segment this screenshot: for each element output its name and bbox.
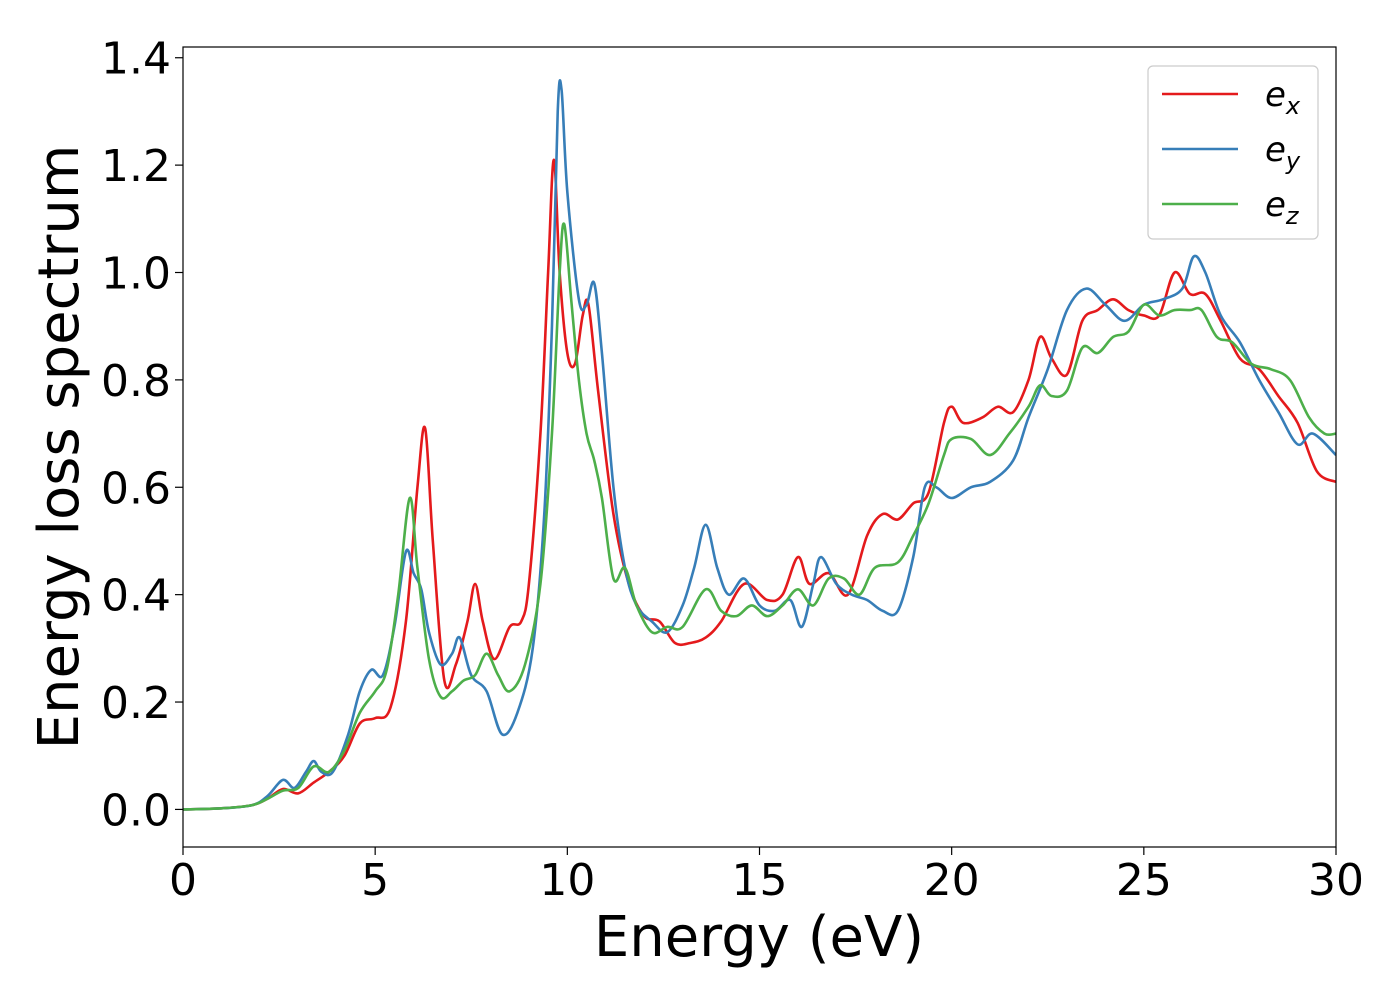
plot-background xyxy=(183,47,1336,847)
y-tick-label: 0.2 xyxy=(101,678,171,729)
x-axis-label: Energy (eV) xyxy=(594,905,924,970)
series-layer xyxy=(183,79,1336,811)
legend-label-base: e xyxy=(1265,75,1286,115)
y-axis-ticks: 0.0 0.2 0.4 0.6 0.8 1.0 1.2 1.4 xyxy=(101,34,183,836)
legend-label-base: e xyxy=(1265,130,1286,170)
legend-label: ey xyxy=(1265,130,1301,175)
y-tick-label: 0.8 xyxy=(101,356,171,407)
y-axis-label: Energy loss spectrum xyxy=(27,145,92,750)
x-tick-label: 20 xyxy=(924,855,980,906)
y-tick-label: 1.0 xyxy=(101,249,171,300)
legend-box xyxy=(1147,65,1319,240)
legend-label: ez xyxy=(1265,185,1300,230)
legend-label-sub: y xyxy=(1285,147,1301,175)
x-tick-label: 15 xyxy=(732,855,788,906)
legend-label-sub: x xyxy=(1285,92,1301,120)
y-tick-label: 1.2 xyxy=(101,141,171,192)
series-line-ez xyxy=(183,222,1336,811)
legend-label-sub: z xyxy=(1285,202,1300,230)
x-tick-label: 30 xyxy=(1308,855,1364,906)
x-axis-ticks: 0 5 10 15 20 25 30 xyxy=(169,847,1364,906)
x-tick-label: 5 xyxy=(361,855,389,906)
series-line-ex xyxy=(183,158,1336,811)
y-tick-label: 0.0 xyxy=(101,785,171,836)
y-tick-label: 0.6 xyxy=(101,463,171,514)
x-tick-label: 25 xyxy=(1116,855,1172,906)
x-tick-label: 0 xyxy=(169,855,197,906)
legend-label: ex xyxy=(1265,75,1301,120)
legend-label-base: e xyxy=(1265,185,1286,225)
y-tick-label: 1.4 xyxy=(101,34,171,85)
x-tick-label: 10 xyxy=(539,855,595,906)
y-tick-label: 0.4 xyxy=(101,571,171,622)
